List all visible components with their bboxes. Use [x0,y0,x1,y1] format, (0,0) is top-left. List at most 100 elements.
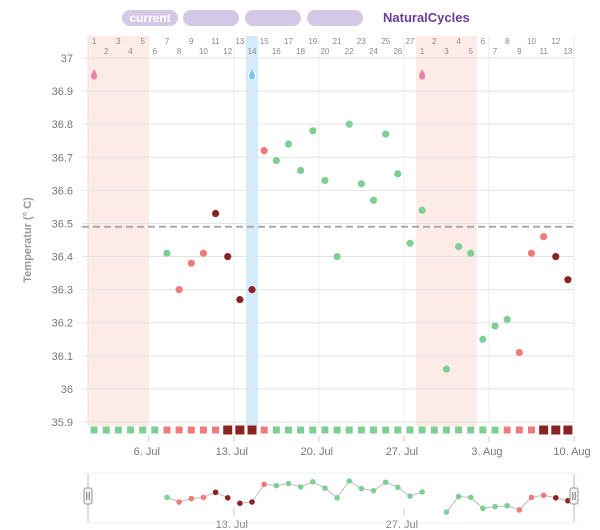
cycle-day-label: 19 [308,37,317,46]
date-label: 13. Jul [216,446,248,458]
day-status-square [235,425,245,435]
temperature-point [467,249,475,257]
day-status-square [418,426,426,434]
cycle-day-label: 17 [284,37,293,46]
temperature-point [552,252,560,261]
navigator-point [528,494,535,501]
y-tick-label: 36.7 [52,152,73,164]
y-tick-label: 36.9 [52,86,73,98]
temperature-point [333,252,341,261]
navigator-point [188,495,195,502]
tab-current[interactable]: current [122,10,178,26]
brand-logo: NaturalCycles [383,10,470,25]
day-status-square [479,426,487,434]
cycle-day-label: 21 [333,37,342,46]
temperature-point [527,249,536,257]
navigator-point [297,484,304,490]
temperature-point [236,295,244,304]
cycle-day-label: 6 [481,37,486,46]
navigator-point [285,480,292,487]
y-tick-label: 36.8 [52,119,73,131]
navigator-point [224,495,231,501]
day-status-square [127,426,135,434]
cycle-day-label: 6 [153,47,158,56]
day-status-square [247,425,257,435]
day-status-square [370,426,378,434]
day-status-square [151,426,159,434]
cycle-day-label: 1 [420,47,425,56]
navigator-point [273,482,280,489]
temperature-point [503,315,511,324]
date-label: 20. Jul [301,446,333,458]
markers [91,69,426,83]
cycle-day-label: 14 [248,47,257,56]
date-label: 27. Jul [386,446,418,458]
day-status-square [102,426,110,434]
y-tick-label: 37 [61,53,73,65]
navigator-point [346,478,353,484]
navigator-point [334,495,340,501]
day-status-square [382,426,390,434]
y-tick-label: 35.9 [52,417,73,429]
day-status-square [539,425,549,435]
period-band [88,36,149,426]
navigator-point [407,493,413,499]
temperature-point [418,206,426,214]
tab-previous-1[interactable] [183,10,239,26]
cycle-day-label: 11 [211,37,220,46]
navigator-point [370,487,377,494]
day-status-square [272,426,280,434]
cycle-day-label: 4 [456,37,461,46]
navigator-point [552,495,559,501]
day-status-square [503,426,511,434]
cycle-day-label: 8 [505,37,510,46]
slider-handle-icon[interactable] [83,487,93,505]
cycle-day-label: 8 [177,47,182,56]
status-squares [90,425,573,435]
tab-previous-2[interactable] [245,10,301,26]
date-label: 10. Aug [553,446,590,458]
temperature-point [515,348,523,357]
navigator-point [395,484,401,491]
day-status-square [284,426,292,434]
tab-previous-3[interactable] [307,10,363,26]
cycle-day-label: 7 [493,47,498,56]
temperature-point [187,259,195,267]
cycle-day-label: 2 [432,37,437,46]
navigator-point [237,500,243,507]
day-status-square [551,425,561,435]
cycle-day-label: 18 [296,47,305,56]
day-status-square [223,425,233,435]
temperature-points [163,120,572,373]
cycle-day-label: 25 [381,37,390,46]
cycle-day-label: 24 [369,47,378,56]
cycle-day-label: 7 [165,37,170,46]
slider-handle-icon[interactable] [569,487,579,505]
day-status-square [515,426,523,434]
navigator-point [212,489,219,496]
cycle-day-label: 12 [551,37,560,46]
y-tick-label: 36.1 [52,351,73,363]
x-axis-dates: 6. Jul 13. Jul 20. Jul 27. Jul 3. Aug 10. Aug [134,436,591,458]
y-axis: 35.9 36 36.1 36.2 36.3 36.4 36.5 36.6 36.7 36.8 36… [22,53,73,429]
navigator-point [176,499,182,505]
cycle-day-label: 23 [357,37,366,46]
cycle-day-labels: 1234567891011121314151617181920212223242… [92,37,573,56]
temperature-point [442,365,451,373]
navigator-point [516,507,523,513]
day-status-square [406,426,414,434]
day-status-square [297,426,305,434]
temperature-point [260,147,268,155]
navigator-point [164,494,170,501]
temperature-point [540,233,548,241]
navigator[interactable]: 13. Jul 27. Jul [83,472,579,530]
day-status-square [527,426,535,434]
y-tick-label: 36.5 [52,218,73,230]
temperature-point [406,239,414,247]
temperature-point [284,140,293,148]
temperature-point [564,276,572,284]
cycle-day-label: 20 [320,47,329,56]
cycle-day-label: 27 [406,37,415,46]
navigator-date-label: 13. Jul [216,519,248,530]
temperature-point [479,335,487,343]
